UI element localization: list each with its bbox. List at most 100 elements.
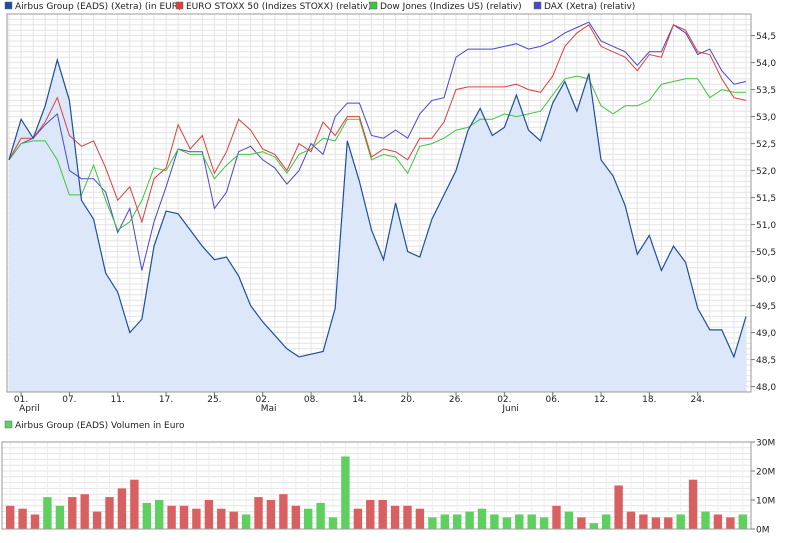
volume-bar [502, 517, 512, 529]
volume-bar [589, 523, 598, 529]
volume-bar [539, 517, 549, 529]
series-line-dowjones [8, 75, 746, 231]
price-x-tick-label: 25. [207, 395, 221, 405]
volume-bar [552, 505, 561, 529]
price-x-tick-label: 26. [449, 395, 463, 405]
volume-bar [726, 517, 735, 529]
price-x-tick-label: 12. [594, 395, 608, 405]
price-x-tick-label: 11. [111, 395, 125, 405]
volume-bar [341, 456, 350, 529]
price-y-tick-label: 53,5 [756, 86, 776, 96]
volume-bar [117, 488, 127, 529]
volume-bar [465, 511, 474, 529]
legend-label: Dow Jones (Indizes US) (relativ) [380, 2, 522, 12]
volume-y-tick-label: 10M [756, 497, 775, 507]
volume-bar [229, 511, 238, 529]
volume-bar [564, 511, 574, 529]
volume-bar [676, 514, 685, 529]
volume-bar [651, 517, 661, 529]
price-y-tick-label: 51,5 [756, 194, 776, 204]
volume-bar [428, 517, 437, 529]
price-legend: Airbus Group (EADS) (Xetra) (in EUR) EURO… [4, 1, 635, 12]
price-y-tick-label: 50,5 [756, 248, 776, 258]
volume-bar [30, 514, 40, 529]
volume-bar [279, 494, 288, 529]
volume-y-tick-label: 20M [756, 468, 775, 478]
volume-bar [688, 479, 698, 529]
price-x-tick-label: 24. [691, 395, 705, 405]
legend-swatch [175, 1, 184, 10]
price-x-tick-label: 01. [14, 395, 28, 405]
price-y-tick-label: 50,0 [756, 275, 776, 285]
volume-legend: Airbus Group (EADS) Volumen in Euro [4, 420, 185, 431]
volume-bar [713, 514, 723, 529]
price-y-tick-label: 49,5 [756, 302, 776, 312]
volume-bar [43, 497, 52, 529]
volume-bar [701, 511, 710, 529]
volume-bar [614, 485, 623, 529]
legend-label: EURO STOXX 50 (Indizes STOXX) (relativ) [186, 2, 371, 12]
legend-label: DAX (Xetra) (relativ) [544, 2, 635, 12]
price-plot-frame [6, 13, 752, 393]
legend-label: Airbus Group (EADS) (Xetra) (in EUR) [15, 2, 182, 12]
volume-bar [92, 511, 102, 529]
series-line-airbus [8, 57, 747, 359]
volume-bar [142, 502, 151, 529]
price-x-tick-label: 06. [546, 395, 560, 405]
volume-bar [366, 500, 375, 529]
volume-bar [179, 505, 189, 529]
volume-bar [167, 505, 176, 529]
price-x-tick-label: 14. [352, 395, 366, 405]
series-area-airbus [9, 59, 746, 393]
volume-bar [403, 505, 412, 529]
price-y-tick-label: 52,5 [756, 140, 776, 150]
price-x-tick-label: 08. [304, 395, 318, 405]
volume-bar [304, 508, 313, 529]
volume-bar [664, 517, 673, 529]
series-line-eurostoxx [8, 24, 747, 224]
volume-bar [204, 500, 214, 529]
price-y-tick-label: 52,0 [756, 167, 776, 177]
volume-bar [453, 514, 462, 529]
volume-bar [639, 514, 648, 529]
price-y-tick-label: 48,5 [756, 356, 776, 366]
price-x-tick-label: 02. [497, 395, 511, 405]
volume-plot-frame [1, 441, 752, 530]
volume-bar [266, 500, 276, 529]
price-x-tick-label: 17. [159, 395, 173, 405]
price-y-tick-label: 54,5 [756, 32, 776, 42]
price-y-tick-label: 51,0 [756, 221, 776, 231]
price-x-tick-label: 18. [642, 395, 656, 405]
volume-y-tick-label: 30M [756, 439, 775, 449]
volume-bar [155, 500, 164, 529]
volume-bar [254, 497, 263, 529]
price-y-tick-label: 53,0 [756, 113, 776, 123]
volume-bar [626, 511, 636, 529]
price-month-label: April [19, 404, 40, 414]
volume-bar [440, 514, 449, 529]
volume-bar [130, 479, 139, 529]
legend-swatch [369, 1, 378, 10]
legend-swatch [4, 1, 13, 10]
volume-bar [80, 494, 89, 529]
volume-bar [192, 508, 201, 529]
legend-swatch [533, 1, 542, 10]
volume-bar [68, 497, 77, 529]
volume-bar [515, 514, 524, 529]
volume-bar [316, 502, 325, 529]
price-x-tick-label: 07. [62, 395, 76, 405]
volume-bar [105, 497, 114, 529]
volume-bar [241, 514, 251, 529]
volume-legend-label: Airbus Group (EADS) Volumen in Euro [15, 421, 185, 431]
volume-bar [390, 505, 400, 529]
volume-plot-area [2, 442, 751, 529]
volume-bar [738, 514, 747, 529]
volume-panel: 0M 10M 20M 30M [1, 439, 775, 536]
price-month-label: Mai [261, 404, 277, 414]
price-x-tick-label: 20. [401, 395, 415, 405]
price-month-label: Juni [501, 404, 519, 414]
volume-bar [55, 505, 65, 529]
price-y-tick-label: 48,0 [756, 383, 776, 393]
volume-bar [18, 508, 27, 529]
